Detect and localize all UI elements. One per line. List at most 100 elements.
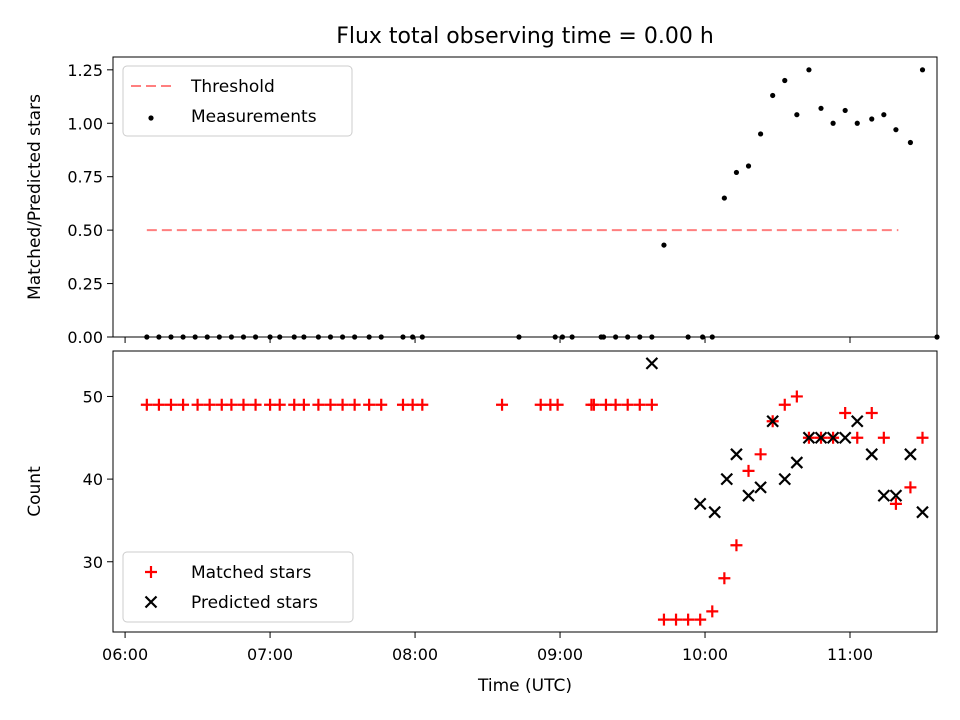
matched-stars-point (682, 613, 695, 626)
top-ylabel: Matched/Predicted stars (25, 94, 45, 300)
measurements-point (869, 116, 875, 122)
measurements-point (907, 139, 914, 146)
predicted-stars-point (766, 414, 779, 428)
predicted-stars-point (645, 357, 659, 370)
top-panel-ratio: 0.00 0.25 0.50 0.75 1.00 1.25 Matched/Predicte… (25, 56, 940, 347)
matched-stars-point (348, 398, 361, 411)
predicted-stars-point (708, 505, 721, 519)
measurements-point (806, 67, 812, 73)
matched-stars-point (496, 398, 509, 411)
measurements-point (267, 334, 273, 340)
measurements-point (613, 334, 619, 340)
predicted-stars-point (693, 497, 707, 511)
predicted-stars-point (778, 472, 792, 486)
measurements-point (625, 334, 631, 340)
matched-stars-point (336, 398, 349, 411)
measurements-point (339, 334, 346, 340)
measurements-point (881, 112, 887, 118)
predicted-stars-point (904, 448, 917, 461)
measurements-point (569, 334, 575, 340)
bottom-xtick-label: 10:00 (682, 645, 728, 664)
measurements-point (700, 334, 706, 340)
measurements-point (419, 334, 425, 340)
measurements-legend-label: Measurements (191, 107, 317, 127)
bottom-xtick-label: 08:00 (392, 645, 438, 664)
measurements-point (327, 334, 334, 340)
matched-stars-point (237, 398, 250, 411)
bottom-axes-frame (112, 350, 938, 633)
top-legend-box (122, 65, 353, 137)
measurements-point (919, 67, 926, 73)
matched-stars-point (324, 398, 337, 411)
predicted-stars-point (814, 431, 828, 445)
measurements-point (277, 334, 283, 340)
matched-stars-point (140, 398, 153, 411)
matched-stars-point (706, 605, 719, 618)
predicted-stars-point (865, 448, 879, 461)
bottom-ylabel: Count (25, 466, 45, 517)
matched-stars-point (645, 398, 658, 411)
measurements-point (291, 334, 297, 340)
matched-stars-point (203, 398, 216, 411)
measurements-point (934, 334, 940, 340)
measurements-point (400, 334, 406, 340)
measurements-point (770, 92, 776, 99)
measurements-point (661, 242, 667, 248)
matched-stars-point (694, 613, 707, 626)
measurements-point (600, 334, 607, 340)
matched-stars-point (177, 398, 190, 411)
measurements-point (378, 334, 384, 340)
matched-stars-point (152, 398, 165, 411)
measurements-point (180, 334, 186, 340)
bottom-xtick-label: 07:00 (247, 645, 293, 664)
predicted-stars-point (730, 448, 743, 461)
predicted-stars-point (826, 431, 840, 445)
measurements-point (144, 334, 150, 340)
matched-stars-point (225, 398, 238, 411)
measurements-point (516, 334, 522, 340)
matched-stars-point (916, 431, 929, 444)
measurements-point (893, 127, 899, 133)
top-ytick-label: 1.25 (67, 61, 103, 80)
matched-stars-point (778, 398, 791, 411)
matched-stars-point (670, 613, 683, 626)
predicted-stars-point (720, 472, 734, 486)
matched-stars-point (839, 406, 852, 419)
measurements-point (156, 334, 162, 340)
threshold-legend-label: Threshold (190, 77, 275, 97)
measurements-point (854, 120, 860, 126)
measurements-point (168, 334, 174, 340)
matched-stars-point (164, 398, 177, 411)
measurements-point (204, 334, 210, 340)
bottom-xtick-label: 11:00 (827, 645, 873, 664)
matched-stars-point (587, 398, 600, 411)
matched-stars-point (633, 398, 646, 411)
top-ytick-label: 0.75 (67, 168, 103, 187)
measurements-point (559, 334, 566, 340)
measurements-point (301, 334, 307, 340)
matched-stars-point (297, 398, 310, 411)
measurements-point (782, 77, 788, 84)
top-ytick-label: 0.00 (67, 328, 103, 347)
matched-stars-point (416, 398, 429, 411)
measurements-point (818, 105, 824, 111)
measurements-point (733, 169, 740, 176)
measurements-legend-handle (148, 115, 154, 121)
measurements-point (721, 195, 727, 201)
measurements-point (240, 334, 247, 340)
predicted-stars-legend-handle (144, 595, 158, 609)
predicted-stars-point (889, 489, 903, 502)
matched-stars-point (742, 464, 755, 477)
top-ytick-label: 1.00 (67, 114, 103, 133)
measurements-point (228, 334, 235, 340)
measurements-point (709, 334, 715, 340)
measurements-point (366, 334, 372, 340)
matched-stars-point (249, 398, 262, 411)
bottom-ytick-label: 30 (83, 553, 103, 572)
measurements-point (252, 334, 259, 340)
matched-stars-point (621, 398, 634, 411)
measurements-point (758, 131, 764, 137)
matched-stars-point (718, 572, 731, 585)
measurements-point (830, 120, 836, 126)
